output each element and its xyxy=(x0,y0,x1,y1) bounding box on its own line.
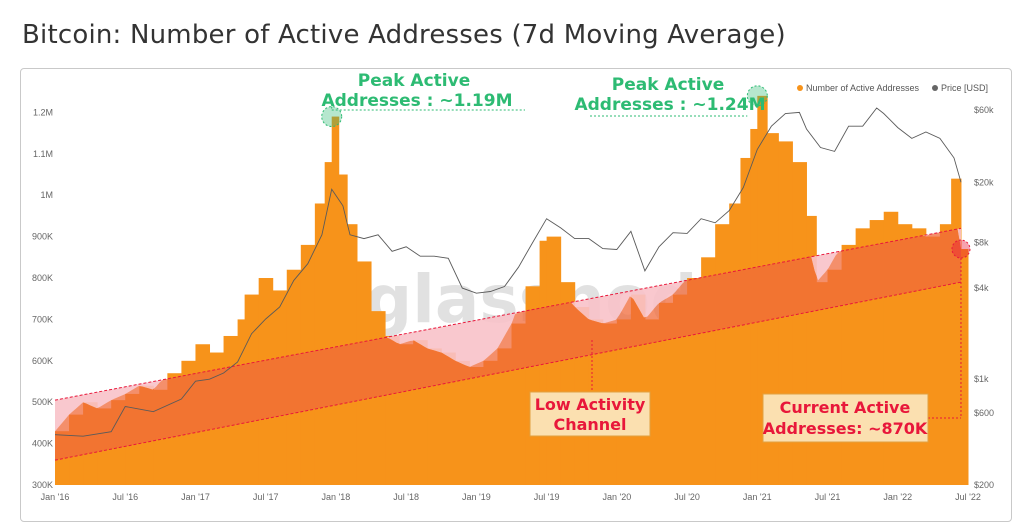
y-left-tick-label: 500K xyxy=(32,397,53,407)
x-tick-label: Jul '20 xyxy=(674,492,700,502)
x-tick-label: Jan '21 xyxy=(743,492,772,502)
current-label-line2: Addresses: ~870K xyxy=(763,419,928,438)
channel-band xyxy=(55,229,961,461)
legend-swatch xyxy=(932,85,938,91)
active-addresses-bar xyxy=(371,311,386,485)
x-tick-label: Jan '22 xyxy=(883,492,912,502)
x-tick-label: Jul '22 xyxy=(955,492,981,502)
y-left-tick-label: 700K xyxy=(32,314,53,324)
active-addresses-bar xyxy=(816,282,829,485)
channel-lower-line xyxy=(54,281,962,461)
peak-marker-2018 xyxy=(321,106,343,128)
x-tick-label: Jan '17 xyxy=(181,492,210,502)
y-left-tick-label: 900K xyxy=(32,232,53,242)
current-marker xyxy=(951,239,971,259)
x-tick-label: Jul '21 xyxy=(815,492,841,502)
price-line-path xyxy=(54,107,962,437)
y-right-tick-label: $4k xyxy=(974,283,989,293)
active-addresses-bar xyxy=(806,215,817,485)
y-left-tick-label: 1M xyxy=(40,190,53,200)
y-right-tick-label: $20k xyxy=(974,177,994,187)
page-title: Bitcoin: Number of Active Addresses (7d … xyxy=(22,20,786,50)
y-right-tick-label: $8k xyxy=(974,238,989,248)
y-left-tick-label: 300K xyxy=(32,480,53,490)
active-addresses-bar xyxy=(455,360,470,485)
legend-label: Number of Active Addresses xyxy=(806,83,920,93)
y-left-tick-label: 800K xyxy=(32,273,53,283)
legend: Number of Active Addresses Price [USD] xyxy=(797,83,988,93)
x-tick-label: Jul '16 xyxy=(112,492,138,502)
active-addresses-bar xyxy=(497,348,512,485)
active-addresses-bar xyxy=(324,162,333,485)
active-addresses-bar xyxy=(673,294,688,485)
active-addresses-bar xyxy=(331,116,340,485)
channel-label-line1: Low Activity xyxy=(535,395,646,414)
x-tick-label: Jan '19 xyxy=(462,492,491,502)
y-left-tick-label: 1.2M xyxy=(33,107,53,117)
legend-swatch xyxy=(797,85,803,91)
legend-label: Price [USD] xyxy=(941,83,988,93)
x-tick-label: Jan '20 xyxy=(602,492,631,502)
active-addresses-bar xyxy=(658,302,674,485)
active-addresses-bar xyxy=(715,224,730,485)
y-right-tick-label: $60k xyxy=(974,105,994,115)
active-addresses-bar xyxy=(951,178,962,485)
peak-label-2021-line1: Peak Active xyxy=(612,75,724,95)
active-addresses-bar xyxy=(729,203,741,485)
y-left-tick-label: 600K xyxy=(32,356,53,366)
active-addresses-bar xyxy=(314,203,326,485)
active-addresses-bar xyxy=(441,352,456,485)
y-left-tick-label: 400K xyxy=(32,439,53,449)
active-addresses-bar xyxy=(469,367,484,485)
price-line xyxy=(54,107,962,437)
x-tick-label: Jul '17 xyxy=(253,492,279,502)
current-label-box xyxy=(762,393,929,443)
y-right-tick-label: $1k xyxy=(974,374,989,384)
channel-label-box xyxy=(529,391,651,437)
peak-label-2018-line2: Addresses : ~1.19M xyxy=(321,91,512,111)
y-right-tick-label: $600 xyxy=(974,408,994,418)
y-left-tick-label: 1.1M xyxy=(33,149,53,159)
channel-label-line2: Channel xyxy=(553,415,626,434)
current-label-line1: Current Active xyxy=(780,398,911,417)
channel-upper-line xyxy=(54,227,962,401)
x-tick-label: Jul '19 xyxy=(534,492,560,502)
above-channel-area xyxy=(55,228,961,432)
x-tick-label: Jul '18 xyxy=(393,492,419,502)
active-addresses-bar xyxy=(338,174,348,486)
peak-marker-2021 xyxy=(746,85,768,107)
active-addresses-bar xyxy=(960,249,969,485)
active-addresses-bar xyxy=(925,236,941,485)
y-right-tick-label: $200 xyxy=(974,480,994,490)
peak-label-2021-line2: Addresses : ~1.24M xyxy=(574,95,765,115)
active-addresses-bar xyxy=(644,319,660,485)
peak-label-2018-line1: Peak Active xyxy=(358,71,470,91)
active-addresses-bar xyxy=(939,224,952,485)
active-addresses-bar xyxy=(483,360,498,485)
low-activity-channel xyxy=(54,227,962,461)
x-tick-label: Jan '18 xyxy=(322,492,351,502)
axes: 300K 400K 500K 600K 700K 800K 900K 1M 1.1M 1.2M $2… xyxy=(32,105,994,502)
x-tick-label: Jan '16 xyxy=(41,492,70,502)
